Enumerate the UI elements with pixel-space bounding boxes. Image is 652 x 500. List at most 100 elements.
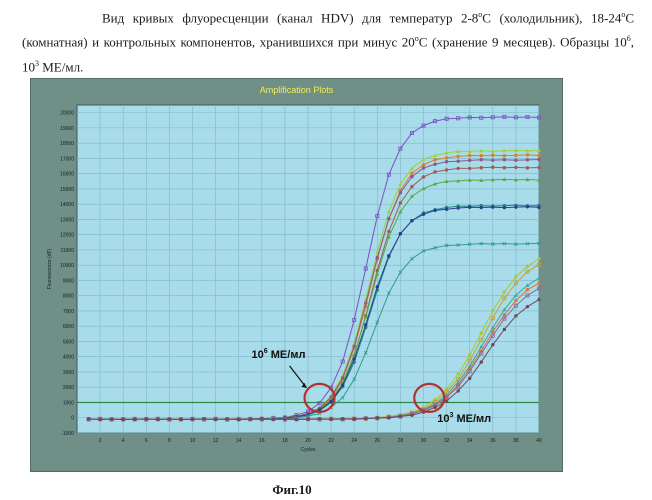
series-point	[98, 418, 101, 421]
series-point	[456, 160, 459, 163]
series-point	[526, 288, 529, 291]
series-point	[387, 416, 390, 419]
series-point	[468, 377, 471, 380]
series-point	[445, 208, 448, 211]
series-point	[503, 206, 506, 209]
series-point	[526, 265, 529, 268]
series-point	[306, 417, 309, 420]
series-point	[491, 330, 494, 333]
series-point	[387, 217, 390, 220]
series-point	[503, 328, 506, 331]
x-tick-label: 2	[99, 438, 102, 444]
y-tick-label: 12000	[60, 233, 74, 239]
x-tick-label: 20	[305, 438, 311, 444]
series-point	[179, 418, 182, 421]
series-point	[272, 418, 275, 421]
y-tick-label: 2000	[63, 385, 74, 391]
series-point	[526, 205, 529, 208]
series-point	[537, 166, 540, 169]
y-tick-label: 9000	[63, 278, 74, 284]
series-point	[514, 205, 517, 208]
series-point	[526, 166, 529, 169]
series-point	[537, 158, 540, 161]
series-point	[537, 206, 540, 209]
series-point	[225, 417, 228, 420]
series-point	[410, 414, 413, 417]
series-point	[537, 154, 540, 157]
series-point	[87, 417, 90, 420]
series-point	[202, 417, 205, 420]
x-tick-label: 34	[467, 438, 473, 444]
series-point	[468, 205, 471, 208]
series-point	[456, 389, 459, 392]
series-point	[480, 206, 483, 209]
series-point	[480, 331, 483, 334]
series-point	[168, 417, 171, 420]
series-point	[503, 154, 506, 157]
y-tick-label: 0	[71, 416, 74, 422]
series-point	[399, 232, 402, 235]
amplification-plot-panel: Amplification Plots 24681012141618202224…	[30, 78, 563, 472]
series-point	[387, 230, 390, 233]
x-tick-label: 40	[536, 438, 542, 444]
x-tick-label: 10	[190, 438, 196, 444]
series-point	[433, 170, 436, 173]
series-point	[237, 418, 240, 421]
series-point	[491, 309, 494, 312]
series-point	[468, 354, 471, 357]
caption-text-2: C (холодильник), 18-24	[482, 10, 621, 25]
series-point	[514, 275, 517, 278]
series-point	[191, 418, 194, 421]
series-point	[503, 158, 506, 161]
series-point	[399, 191, 402, 194]
series-point	[399, 201, 402, 204]
series-point	[122, 418, 125, 421]
y-tick-label: 10000	[60, 263, 74, 269]
series-point	[537, 282, 540, 285]
series-point	[480, 158, 483, 161]
series-point	[387, 254, 390, 257]
series-point	[491, 154, 494, 157]
x-tick-label: 16	[259, 438, 265, 444]
caption-text-1: Вид кривых флуоресценции (канал HDV) для…	[102, 10, 478, 25]
x-tick-label: 28	[398, 438, 404, 444]
series-point	[341, 417, 344, 420]
series-point	[537, 257, 540, 260]
series-point	[503, 290, 506, 293]
series-point	[214, 418, 217, 421]
x-tick-label: 4	[122, 438, 125, 444]
series-point	[353, 357, 356, 360]
series-point	[468, 167, 471, 170]
series-point	[329, 400, 332, 403]
series-point	[514, 314, 517, 317]
x-tick-label: 26	[375, 438, 381, 444]
x-tick-label: 30	[421, 438, 427, 444]
series-point	[445, 399, 448, 402]
series-point	[364, 323, 367, 326]
y-tick-label: 15000	[60, 187, 74, 193]
y-tick-label: 6000	[63, 324, 74, 330]
x-tick-label: 38	[513, 438, 519, 444]
series-point	[526, 305, 529, 308]
series-point	[376, 416, 379, 419]
y-tick-label: -1000	[61, 431, 74, 437]
x-tick-label: 32	[444, 438, 450, 444]
series-point	[422, 163, 425, 166]
series-point	[133, 418, 136, 421]
series-point	[445, 156, 448, 159]
series-point	[410, 185, 413, 188]
series-point	[526, 153, 529, 156]
series-point	[410, 219, 413, 222]
annotation-label-1e6: 106 МЕ/мл	[252, 348, 306, 361]
annotation-label-1e3: 103 МЕ/мл	[437, 412, 491, 425]
series-point	[456, 167, 459, 170]
series-point	[376, 285, 379, 288]
y-tick-label: 14000	[60, 202, 74, 208]
x-tick-label: 22	[328, 438, 334, 444]
series-point	[456, 372, 459, 375]
series-point	[433, 209, 436, 212]
amplification-chart: 246810121416182022242628303234363840-100…	[31, 79, 562, 471]
series-point	[156, 418, 159, 421]
series-point	[445, 160, 448, 163]
y-tick-label: 5000	[63, 339, 74, 345]
